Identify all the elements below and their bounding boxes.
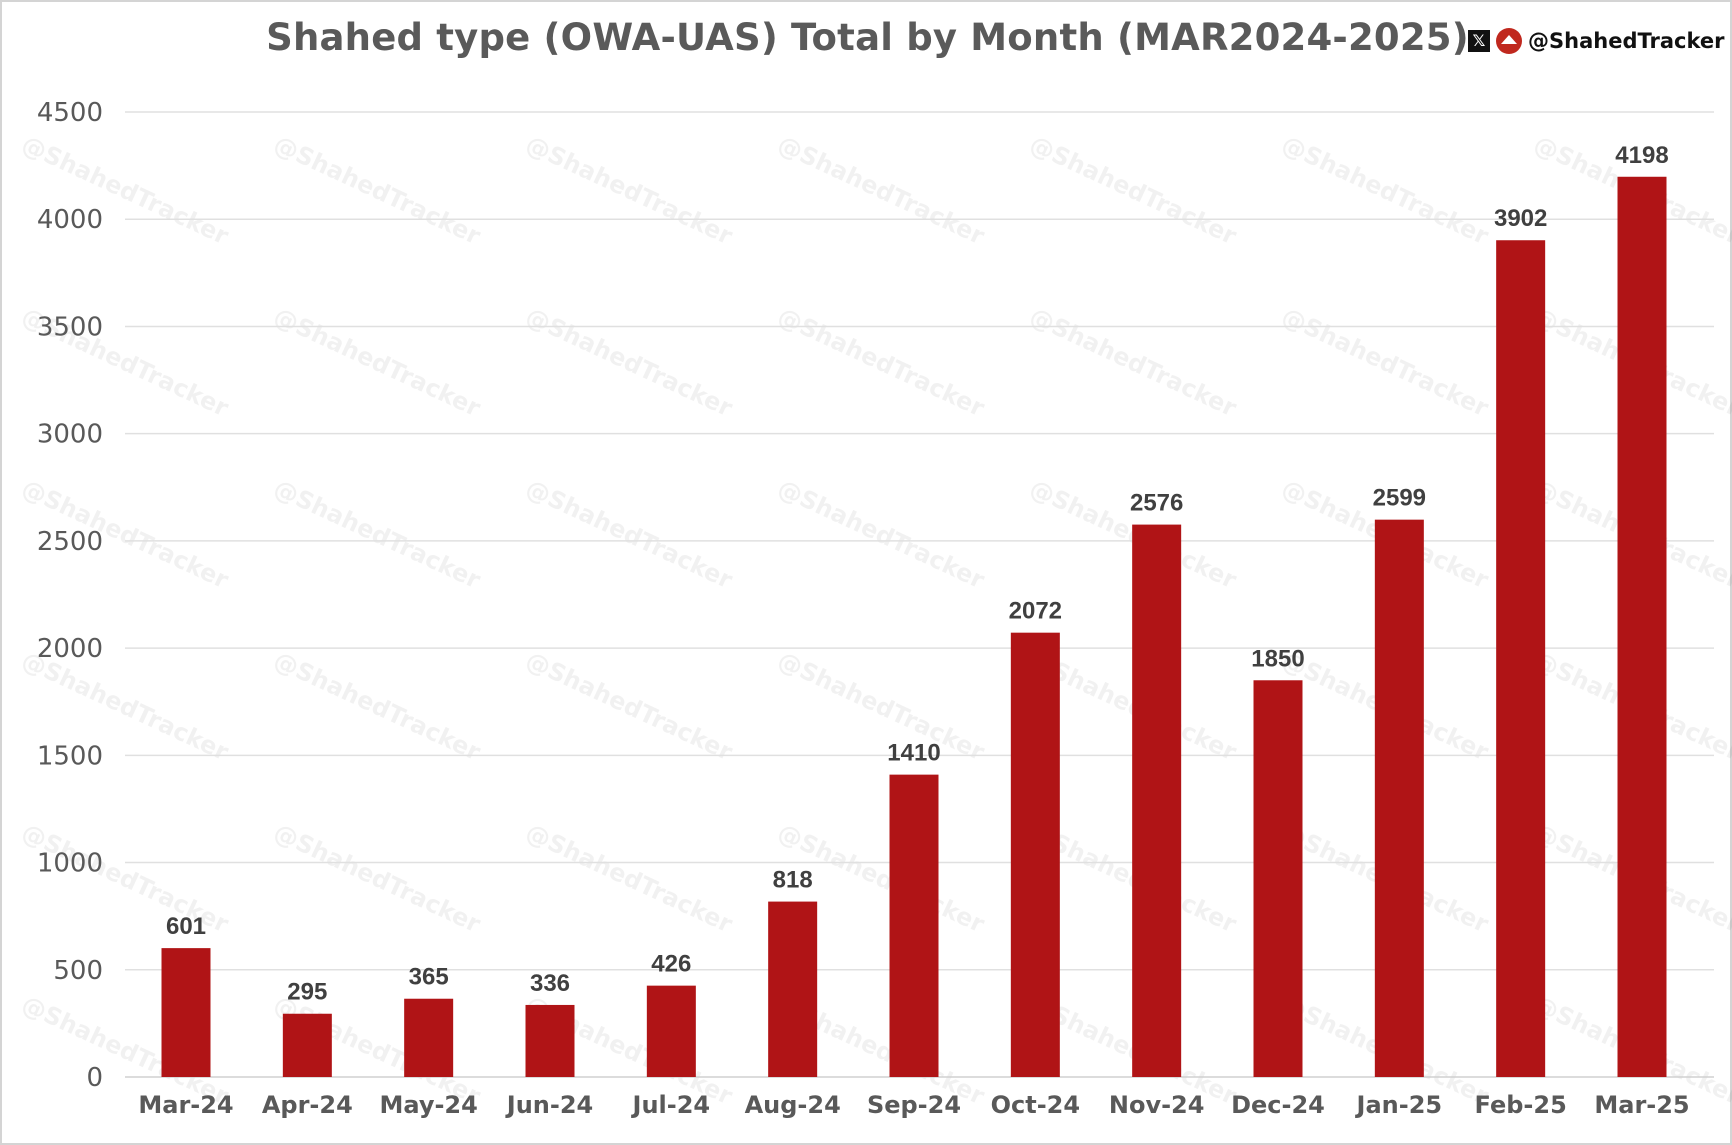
watermark: @ShahedTracker bbox=[521, 302, 736, 422]
watermark: @ShahedTracker bbox=[269, 818, 484, 938]
watermark: @ShahedTracker bbox=[773, 130, 988, 250]
y-tick-label: 2000 bbox=[37, 634, 103, 664]
x-tick-label: Oct-24 bbox=[991, 1091, 1080, 1119]
watermark: @ShahedTracker bbox=[521, 646, 736, 766]
x-tick-label: Sep-24 bbox=[867, 1091, 961, 1119]
data-label: 818 bbox=[773, 867, 813, 894]
x-logo-icon: 𝕏 bbox=[1468, 30, 1490, 52]
data-label: 426 bbox=[651, 951, 691, 978]
chart-title: Shahed type (OWA-UAS) Total by Month (MA… bbox=[266, 16, 1469, 59]
watermark: @ShahedTracker bbox=[1025, 130, 1240, 250]
data-label: 2072 bbox=[1009, 598, 1062, 625]
x-tick-label: Apr-24 bbox=[262, 1091, 353, 1119]
watermark: @ShahedTracker bbox=[269, 302, 484, 422]
x-tick-label: May-24 bbox=[379, 1091, 477, 1119]
watermark: @ShahedTracker bbox=[521, 474, 736, 594]
watermark: @ShahedTracker bbox=[773, 302, 988, 422]
bar bbox=[889, 774, 939, 1077]
bar bbox=[161, 948, 211, 1077]
y-tick-label: 4500 bbox=[37, 98, 103, 128]
bar bbox=[1617, 176, 1667, 1078]
watermark: @ShahedTracker bbox=[521, 130, 736, 250]
y-tick-label: 0 bbox=[86, 1063, 103, 1093]
y-tick-label: 1000 bbox=[37, 849, 103, 879]
bar bbox=[1374, 519, 1424, 1077]
x-tick-label: Nov-24 bbox=[1109, 1091, 1205, 1119]
data-label: 601 bbox=[166, 913, 206, 940]
watermark: @ShahedTracker bbox=[1277, 302, 1492, 422]
y-tick-label: 2500 bbox=[37, 527, 103, 557]
watermark: @ShahedTracker bbox=[1025, 302, 1240, 422]
y-tick-label: 500 bbox=[53, 956, 103, 986]
x-tick-label: Mar-25 bbox=[1594, 1091, 1689, 1119]
y-tick-label: 4000 bbox=[37, 205, 103, 235]
bar bbox=[1132, 524, 1182, 1077]
bar bbox=[646, 985, 696, 1077]
bar bbox=[1253, 680, 1303, 1077]
bar bbox=[282, 1013, 332, 1077]
bar bbox=[525, 1004, 575, 1077]
y-tick-label: 3500 bbox=[37, 312, 103, 342]
data-label: 1850 bbox=[1251, 645, 1304, 672]
watermark: @ShahedTracker bbox=[773, 474, 988, 594]
watermark: @ShahedTracker bbox=[1277, 130, 1492, 250]
x-tick-label: Aug-24 bbox=[745, 1091, 841, 1119]
data-label: 1410 bbox=[887, 740, 940, 767]
watermark: @ShahedTracker bbox=[269, 474, 484, 594]
data-label: 3902 bbox=[1494, 205, 1547, 232]
brand: 𝕏 @ShahedTracker bbox=[1468, 28, 1724, 54]
bar bbox=[1496, 240, 1546, 1077]
x-tick-label: Mar-24 bbox=[138, 1091, 233, 1119]
data-label: 295 bbox=[287, 979, 327, 1006]
y-tick-label: 3000 bbox=[37, 420, 103, 450]
data-label: 4198 bbox=[1615, 142, 1668, 169]
bar bbox=[404, 998, 454, 1077]
x-tick-label: Dec-24 bbox=[1231, 1091, 1325, 1119]
bar bbox=[1010, 632, 1060, 1077]
x-tick-label: Jan-25 bbox=[1355, 1091, 1443, 1119]
shahed-tracker-logo-icon bbox=[1496, 28, 1522, 54]
watermark: @ShahedTracker bbox=[269, 646, 484, 766]
data-label: 2576 bbox=[1130, 490, 1183, 517]
data-label: 336 bbox=[530, 970, 570, 997]
watermark: @ShahedTracker bbox=[269, 130, 484, 250]
y-tick-label: 1500 bbox=[37, 741, 103, 771]
data-label: 365 bbox=[409, 964, 449, 991]
watermark: @ShahedTracker bbox=[773, 646, 988, 766]
x-tick-label: Jun-24 bbox=[505, 1091, 593, 1119]
watermark: @ShahedTracker bbox=[521, 818, 736, 938]
brand-handle: @ShahedTracker bbox=[1528, 29, 1725, 53]
x-tick-label: Feb-25 bbox=[1475, 1091, 1567, 1119]
bar bbox=[768, 901, 818, 1077]
data-label: 2599 bbox=[1373, 485, 1426, 512]
x-tick-label: Jul-24 bbox=[631, 1091, 711, 1119]
